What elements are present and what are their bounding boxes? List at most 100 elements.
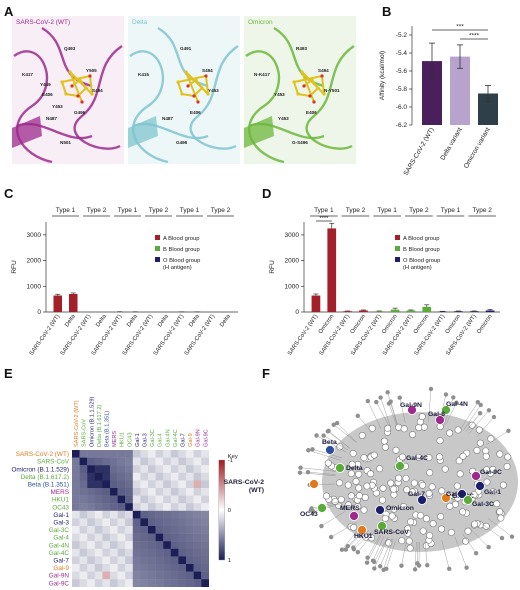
structure-title: SARS-CoV-2 (WT) <box>16 19 70 26</box>
edge <box>316 435 347 453</box>
ligand-node <box>410 479 418 487</box>
heatmap-cell <box>148 503 156 511</box>
node-label: Delta <box>346 465 363 472</box>
edge <box>353 529 370 548</box>
heatmap-cell <box>140 526 149 534</box>
heatmap-cell <box>148 518 156 527</box>
heatmap-cell <box>110 450 118 458</box>
heatmap-cell <box>72 465 80 473</box>
helix-ribbon <box>244 116 274 148</box>
heatmap-cell <box>163 465 171 473</box>
heatmap-cell <box>79 564 88 572</box>
ligand-atom <box>186 84 190 88</box>
ligand-atom <box>200 86 204 90</box>
heatmap-cell <box>140 564 149 572</box>
heatmap-cell <box>163 579 171 587</box>
heatmap-cell <box>87 571 95 580</box>
heatmap-cell <box>178 510 187 519</box>
heatmap-cell <box>178 457 187 466</box>
heatmap-cell <box>148 465 156 473</box>
heatmap-cell <box>178 472 187 481</box>
ligand-node <box>464 527 472 535</box>
heatmap-cell <box>94 457 103 466</box>
colorbar <box>218 459 226 561</box>
protein-node <box>325 445 335 455</box>
heatmap-cell <box>148 457 156 466</box>
heatmap-cell <box>186 480 194 489</box>
heatmap-cell <box>155 450 164 458</box>
x-tick-label: SARS-CoV-2 (WT) <box>414 314 447 357</box>
ligand-node <box>429 520 437 528</box>
helix-ribbon <box>128 116 158 148</box>
heatmap-cell <box>170 510 179 519</box>
panel-letter-c: C <box>4 186 14 201</box>
leaf-node <box>473 551 479 556</box>
column-label: Gal-4 <box>158 433 164 447</box>
residue-label: E406 <box>306 110 317 115</box>
legend-swatch <box>395 257 400 262</box>
ligand-node <box>355 492 363 500</box>
heatmap-cell <box>163 556 171 565</box>
legend-label: O Blood group <box>403 258 440 264</box>
ligand-bond <box>297 93 311 97</box>
heatmap-cell <box>125 450 133 458</box>
heatmap-cell <box>87 465 95 473</box>
protein-node <box>457 489 467 499</box>
ligand-atom <box>192 94 196 98</box>
ligand-node <box>336 479 344 487</box>
ligand-bond <box>61 81 67 95</box>
ligand-bond <box>301 71 315 103</box>
ligand-node <box>455 457 463 465</box>
edge <box>374 537 389 569</box>
heatmap-cell <box>132 472 141 481</box>
ligand-node <box>363 482 371 490</box>
ligand-node <box>360 454 368 462</box>
heatmap-cell <box>170 556 179 565</box>
y-tick-label: 1000 <box>27 283 42 290</box>
ligand-node <box>407 518 415 526</box>
ligand-node <box>476 439 484 447</box>
heatmap-cell <box>178 503 187 511</box>
edge <box>372 536 385 561</box>
heatmap-cell <box>110 465 118 473</box>
x-tick-label: SARS-CoV-2 (WT) <box>184 314 217 357</box>
y-tick-label: -5.6 <box>396 68 408 75</box>
ligand-node <box>403 486 411 494</box>
column-label: Gal-1 <box>135 433 141 447</box>
protein-node <box>335 463 345 473</box>
heatmap-cell <box>178 450 187 458</box>
edge <box>417 541 419 564</box>
heatmap-cell <box>102 571 111 580</box>
structure-delta: Delta K415 G491 S494 E406 G496 N487 Y453 <box>128 16 240 164</box>
row-label: SARS-CoV-2 (WT) <box>16 451 69 458</box>
ligand-node <box>428 483 436 491</box>
heatmap-cell <box>140 503 149 511</box>
edge <box>308 450 341 461</box>
heatmap-cell <box>155 571 164 580</box>
x-tick-label: SARS-CoV-2 (WT) <box>91 314 124 357</box>
row-label: Gal-4N <box>49 542 70 549</box>
node-label: Gal-3C <box>472 501 494 508</box>
heatmap-cell <box>117 503 126 511</box>
heatmap-cell <box>170 472 179 481</box>
ligand-node <box>381 443 389 451</box>
heatmap-cell <box>170 488 179 496</box>
ligand-node <box>355 470 363 478</box>
helix-ribbon <box>12 116 42 148</box>
heatmap-cell <box>94 533 103 542</box>
heatmap-cell <box>102 503 111 511</box>
edge <box>367 534 381 558</box>
edge <box>399 397 406 423</box>
leaf-node <box>486 544 491 550</box>
heatmap-cell <box>201 564 209 572</box>
heatmap-cell <box>102 541 111 549</box>
edge <box>353 531 373 550</box>
colorbar-tick: 1 <box>228 558 231 564</box>
heatmap-cell <box>178 564 187 572</box>
heatmap-cell <box>170 518 179 527</box>
heatmap-cell <box>170 533 179 542</box>
heatmap-cell <box>72 564 80 572</box>
leaf-node <box>506 428 511 434</box>
y-tick-label: -5.8 <box>396 86 408 93</box>
column-label: HKU1 <box>120 432 126 447</box>
